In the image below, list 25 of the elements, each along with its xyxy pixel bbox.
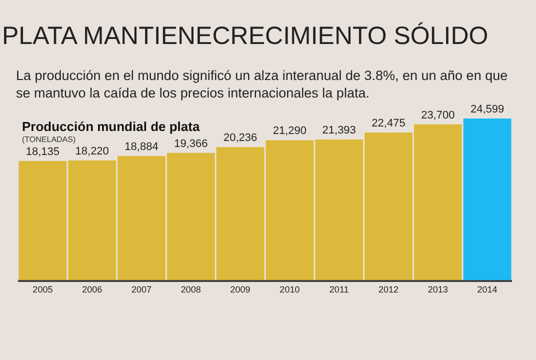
- data-label: 23,700: [421, 109, 455, 122]
- data-label: 21,290: [272, 125, 307, 138]
- x-tick-label: 2013: [428, 284, 448, 295]
- x-tick-label: 2011: [329, 284, 349, 295]
- x-tick-label: 2012: [378, 284, 399, 295]
- annotation: Producción mundial de plata: [22, 119, 200, 134]
- x-tick-label: 2007: [131, 284, 152, 295]
- data-label: 21,393: [322, 124, 356, 137]
- x-tick-label: 2014: [477, 284, 498, 295]
- data-label: 22,475: [372, 117, 406, 130]
- data-label: 20,236: [223, 132, 258, 144]
- data-label: 19,366: [174, 138, 208, 150]
- x-tick-label: 2009: [230, 284, 250, 295]
- data-label: 18,884: [124, 141, 158, 154]
- chart-title: PLATA MANTIENECRECIMIENTO SÓLIDO: [2, 22, 488, 50]
- data-label: 24,599: [470, 104, 504, 116]
- data-label: 18,135: [26, 146, 60, 158]
- x-tick-label: 2008: [180, 284, 201, 295]
- x-tick-label: 2006: [82, 284, 102, 295]
- x-tick-label: 2010: [280, 284, 300, 295]
- chart-subtitle: La producción en el mundo significó un alza interanual de 3.8%, en un año en que se mantuvo la caída de los precios internacionales la plata.: [16, 68, 508, 101]
- x-tick-label: 2005: [32, 284, 53, 295]
- data-label: 18,220: [75, 145, 109, 158]
- y-axis-title: (TONELADAS): [22, 135, 76, 144]
- bar: [463, 118, 512, 280]
